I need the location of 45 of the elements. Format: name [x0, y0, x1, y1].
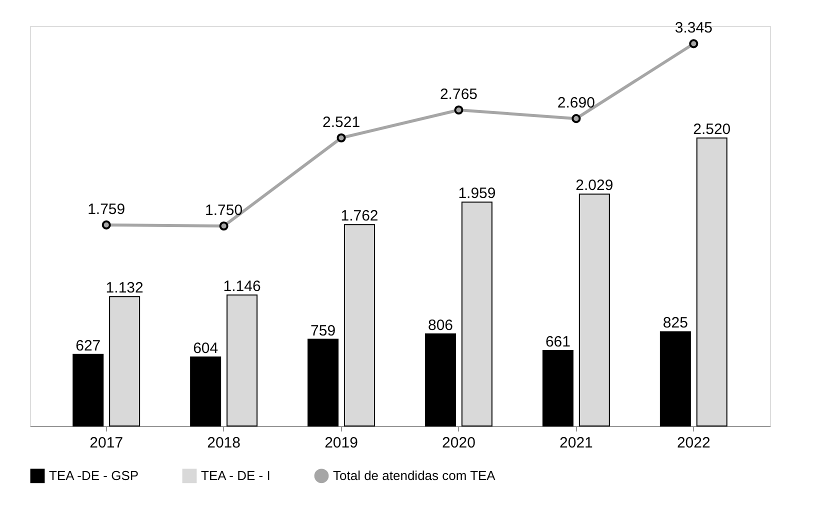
- bar: [660, 331, 691, 426]
- bar: [696, 138, 728, 426]
- bar: [578, 194, 610, 426]
- bar: [461, 202, 492, 426]
- data-label: 759: [310, 322, 336, 340]
- point: [336, 133, 346, 142]
- x-tick-label: 2017: [90, 434, 124, 452]
- data-label: 1.132: [106, 280, 144, 297]
- data-label: 1.750: [205, 202, 243, 219]
- data-label: 627: [76, 337, 101, 354]
- legend-label: Total de atendidas com TEA: [333, 468, 496, 483]
- bar: [109, 296, 140, 426]
- data-label: 1.759: [88, 200, 126, 218]
- bar: [542, 350, 574, 426]
- x-tick-label: 2018: [207, 434, 240, 452]
- legend-label: TEA - DE - I: [201, 468, 270, 483]
- x-tick-label: 2021: [560, 434, 593, 452]
- data-label: 661: [545, 333, 570, 350]
- legend-label: TEA -DE - GSP: [49, 468, 139, 483]
- data-label: 3.345: [674, 20, 712, 37]
- bar: [425, 333, 456, 426]
- data-label: 604: [193, 340, 218, 357]
- data-label: 806: [428, 316, 454, 334]
- data-label: 2.521: [322, 114, 360, 131]
- data-label: 2.029: [576, 177, 614, 194]
- x-tick-label: 2022: [676, 434, 710, 452]
- data-label: 2.520: [693, 121, 731, 138]
- data-label: 2.765: [440, 86, 478, 103]
- x-tick-label: 2019: [324, 434, 358, 452]
- point: [572, 114, 581, 124]
- bar: [72, 354, 104, 426]
- data-label: 1.762: [340, 208, 378, 225]
- data-label: 1.959: [458, 185, 496, 202]
- data-label: 1.146: [223, 278, 261, 296]
- bar: [344, 224, 375, 426]
- point: [102, 220, 111, 230]
- point: [689, 39, 698, 48]
- data-label: 825: [662, 314, 688, 332]
- bar: [226, 294, 258, 426]
- bar: [190, 356, 222, 426]
- point: [454, 105, 464, 115]
- data-label: 2.690: [557, 94, 595, 112]
- bar: [308, 338, 339, 426]
- point: [219, 221, 228, 231]
- x-tick-label: 2020: [442, 434, 476, 452]
